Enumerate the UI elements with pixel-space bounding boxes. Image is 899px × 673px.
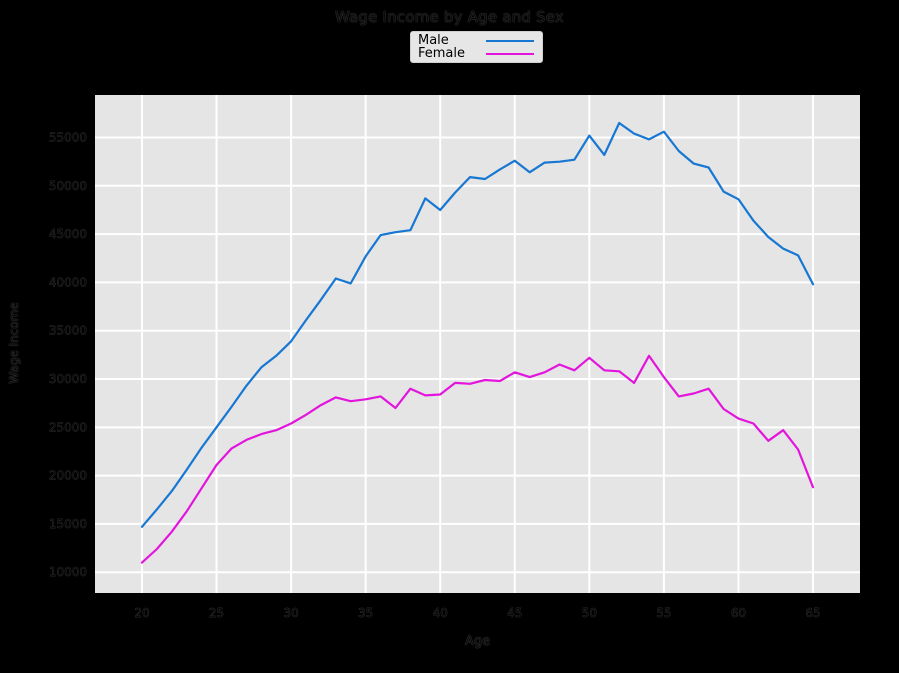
y-tick-label: 15000 (49, 517, 87, 531)
x-tick-label: 35 (358, 606, 373, 620)
x-tick-label: 65 (805, 606, 820, 620)
x-tick-label: 60 (731, 606, 746, 620)
legend-label-female: Female (418, 46, 466, 61)
y-tick-label: 25000 (49, 420, 87, 434)
legend-entry-male: Male (418, 34, 534, 47)
x-tick-label: 40 (433, 606, 448, 620)
x-tick-label: 45 (507, 606, 522, 620)
y-tick-label: 35000 (49, 324, 87, 338)
x-tick-label: 20 (134, 606, 149, 620)
male-line (140, 121, 815, 528)
x-tick-label: 25 (209, 606, 224, 620)
y-tick-label: 20000 (49, 469, 87, 483)
y-tick-label: 30000 (49, 372, 87, 386)
y-tick-label: 50000 (49, 179, 87, 193)
legend-line-female-swatch (486, 52, 534, 55)
chart-title: Wage Income by Age and Sex (334, 8, 565, 26)
x-tick-label: 55 (656, 606, 671, 620)
y-tick-label: 45000 (49, 227, 87, 241)
legend-line-male-swatch (486, 39, 534, 42)
x-tick-label: 50 (582, 606, 597, 620)
legend-label-male: Male (418, 33, 449, 48)
y-tick-label: 40000 (49, 275, 87, 289)
female-line (140, 354, 815, 564)
legend: Male Female (410, 31, 543, 63)
x-tick-label: 30 (283, 606, 298, 620)
y-tick-label: 10000 (49, 565, 87, 579)
y-tick-label: 55000 (49, 131, 87, 145)
y-axis-title: Wage Income (7, 302, 21, 384)
x-axis-title: Age (464, 634, 491, 649)
plot-panel (95, 95, 860, 593)
legend-entry-female: Female (418, 47, 534, 60)
